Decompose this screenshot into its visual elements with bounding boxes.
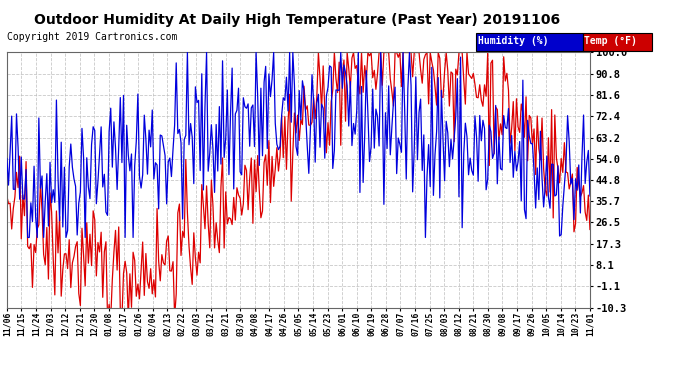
- Text: Copyright 2019 Cartronics.com: Copyright 2019 Cartronics.com: [7, 32, 177, 42]
- Text: Temp (°F): Temp (°F): [584, 36, 638, 46]
- Text: Outdoor Humidity At Daily High Temperature (Past Year) 20191106: Outdoor Humidity At Daily High Temperatu…: [34, 13, 560, 27]
- Text: Humidity (%): Humidity (%): [478, 36, 549, 46]
